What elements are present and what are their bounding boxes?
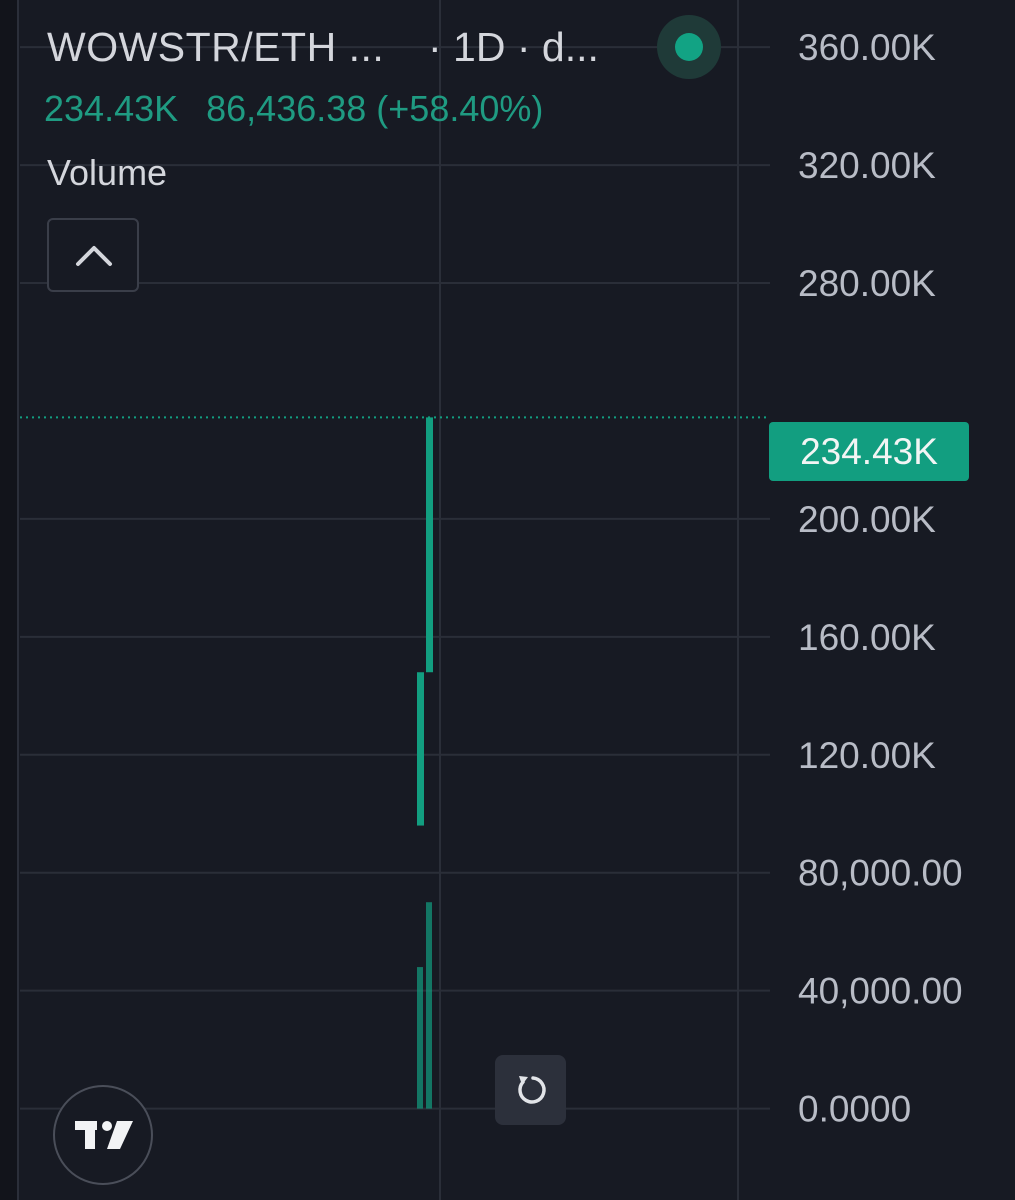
reset-rotate-icon (518, 1076, 546, 1104)
volume-indicator-label[interactable]: Volume (47, 152, 168, 193)
y-axis-tick-label: 280.00K (798, 263, 936, 304)
y-axis-tick-label: 40,000.00 (798, 971, 963, 1012)
left-panel-border (0, 0, 19, 1200)
chevron-up-icon (76, 246, 112, 266)
reset-chart-button[interactable] (495, 1055, 566, 1125)
collapse-button[interactable] (47, 218, 139, 292)
y-axis-tick-label: 160.00K (798, 617, 936, 658)
tradingview-logo[interactable] (53, 1085, 153, 1185)
live-status-dot-icon (675, 33, 703, 61)
y-axis-tick-label: 320.00K (798, 145, 936, 186)
y-axis-tick-label: 200.00K (798, 499, 936, 540)
volume-bar (417, 967, 423, 1109)
last-volume-value: 234.43K (44, 88, 179, 129)
y-axis-tick-label: 120.00K (798, 735, 936, 776)
volume-bar (426, 417, 433, 673)
volume-bar (426, 902, 432, 1109)
y-axis-tick-label: 80,000.00 (798, 853, 963, 894)
y-axis-tick-label: 360.00K (798, 27, 936, 68)
volume-bar (417, 672, 424, 826)
y-axis-tick-label: 0.0000 (798, 1089, 911, 1130)
tradingview-logo-icon (75, 1121, 133, 1149)
last-value-tag: 234.43K (769, 422, 969, 481)
symbol-title[interactable]: WOWSTR/ETH ... (47, 24, 385, 70)
quote-row: 234.43K 86,436.38 (+58.40%) (44, 88, 561, 130)
volume-change-value: 86,436.38 (+58.40%) (206, 88, 544, 129)
live-status-indicator (657, 15, 721, 79)
interval-label[interactable]: · 1D · d... (428, 24, 599, 70)
